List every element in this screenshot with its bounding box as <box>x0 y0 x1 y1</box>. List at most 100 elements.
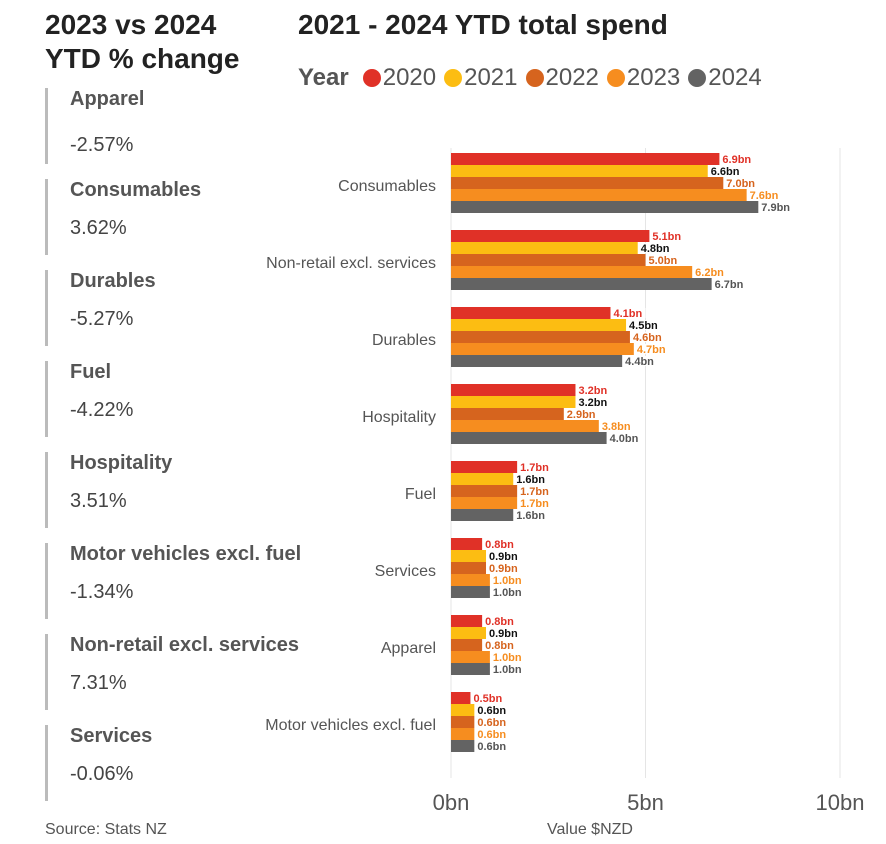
bar-2022 <box>451 177 724 189</box>
data-label: 3.2bn <box>578 397 607 409</box>
change-label: Apparel <box>70 88 145 110</box>
data-label: 3.2bn <box>578 385 607 397</box>
change-item: Motor vehicles excl. fuel -1.34% <box>45 543 328 619</box>
data-label: 0.9bn <box>489 551 518 563</box>
bar-2022 <box>451 408 564 420</box>
data-label-bg <box>634 344 669 354</box>
bar-2020 <box>451 692 471 704</box>
data-label-bg <box>627 320 662 330</box>
data-label-bg <box>490 652 525 662</box>
change-item: Apparel -2.57% <box>45 88 328 164</box>
bar-2024 <box>451 663 490 675</box>
change-value: 3.51% <box>70 490 127 512</box>
data-label: 1.0bn <box>493 575 522 587</box>
change-label: Hospitality <box>70 452 173 474</box>
data-label: 0.6bn <box>477 741 506 753</box>
bar-2020 <box>451 384 576 396</box>
bar-2021 <box>451 396 576 408</box>
title-line-1: 2023 vs 2024 <box>45 9 217 40</box>
data-label: 6.2bn <box>695 267 724 279</box>
bar-2021 <box>451 165 708 177</box>
data-label-bg <box>650 231 685 241</box>
category-label: Durables <box>372 332 436 349</box>
bar-2022 <box>451 562 487 574</box>
data-label: 0.9bn <box>489 563 518 575</box>
legend-dot-icon <box>688 69 707 87</box>
category-label: Services <box>375 563 436 580</box>
x-tick-label: 5bn <box>627 790 664 815</box>
bar-2023 <box>451 343 634 355</box>
legend: Year 2020 2021 2022 2023 2024 <box>298 64 770 92</box>
data-label: 7.9bn <box>761 202 790 214</box>
data-label-bg <box>712 279 747 289</box>
data-label: 1.7bn <box>520 462 549 474</box>
data-label: 4.0bn <box>610 433 639 445</box>
data-label-bg <box>518 486 553 496</box>
bar-2022 <box>451 639 483 651</box>
data-label: 4.8bn <box>641 243 670 255</box>
bar-2021 <box>451 242 638 254</box>
bar-2023 <box>451 420 599 432</box>
data-label: 4.6bn <box>633 332 662 344</box>
data-label: 1.0bn <box>493 652 522 664</box>
bar-2020 <box>451 307 611 319</box>
data-label-bg <box>475 729 510 739</box>
change-value: -4.22% <box>70 399 134 421</box>
bar-2024 <box>451 201 759 213</box>
legend-dot-icon <box>606 69 625 87</box>
change-label: Services <box>70 725 153 747</box>
data-label: 0.8bn <box>485 640 514 652</box>
change-value: 3.62% <box>70 217 127 239</box>
change-value: -2.57% <box>70 134 134 156</box>
data-label-bg <box>490 664 525 674</box>
data-label: 6.6bn <box>711 166 740 178</box>
legend-label: 2021 <box>464 64 518 91</box>
x-tick-label: 10bn <box>816 790 865 815</box>
change-item: Hospitality 3.51% <box>45 452 328 528</box>
legend-item: 2022 <box>525 64 599 92</box>
data-label-bg <box>487 628 522 638</box>
bar-2020 <box>451 230 650 242</box>
change-item: Consumables 3.62% <box>45 179 328 255</box>
x-tick-label: 0bn <box>433 790 470 815</box>
chart-title: 2021 - 2024 YTD total spend <box>298 9 668 40</box>
data-label: 1.7bn <box>520 486 549 498</box>
data-label-bg <box>607 433 642 443</box>
change-value: -1.34% <box>70 581 134 603</box>
bar-2022 <box>451 331 630 343</box>
data-label-bg <box>724 178 759 188</box>
legend-item: 2021 <box>444 64 518 92</box>
data-label: 6.7bn <box>715 279 744 291</box>
data-label: 4.4bn <box>625 356 654 368</box>
legend-label: 2020 <box>382 64 437 91</box>
data-label: 5.1bn <box>652 231 681 243</box>
change-label: Fuel <box>70 361 112 383</box>
data-label: 3.8bn <box>602 421 631 433</box>
data-label-bg <box>623 356 658 366</box>
source-note: Source: Stats NZ <box>45 821 167 838</box>
bar-2020 <box>451 461 518 473</box>
change-item: Fuel -4.22% <box>45 361 328 437</box>
legend-label: 2022 <box>545 64 599 91</box>
data-label: 5.0bn <box>649 255 678 267</box>
data-label-bg <box>564 409 599 419</box>
legend-item: 2023 <box>606 64 680 92</box>
category-label: Apparel <box>381 640 436 657</box>
bar-2021 <box>451 704 475 716</box>
data-label: 0.5bn <box>473 693 502 705</box>
data-label-bg <box>471 693 506 703</box>
bar-2022 <box>451 485 518 497</box>
bar-2024 <box>451 740 475 752</box>
change-label: Durables <box>70 270 156 292</box>
bar-2022 <box>451 716 475 728</box>
bar-2021 <box>451 550 487 562</box>
data-label-bg <box>720 154 755 164</box>
data-label-bg <box>475 717 510 727</box>
data-label-bg <box>759 202 794 212</box>
data-label: 7.0bn <box>726 178 755 190</box>
bar-2023 <box>451 497 518 509</box>
data-label-bg <box>483 616 518 626</box>
change-label: Non-retail excl. services <box>70 634 300 656</box>
data-label: 1.6bn <box>516 510 545 522</box>
